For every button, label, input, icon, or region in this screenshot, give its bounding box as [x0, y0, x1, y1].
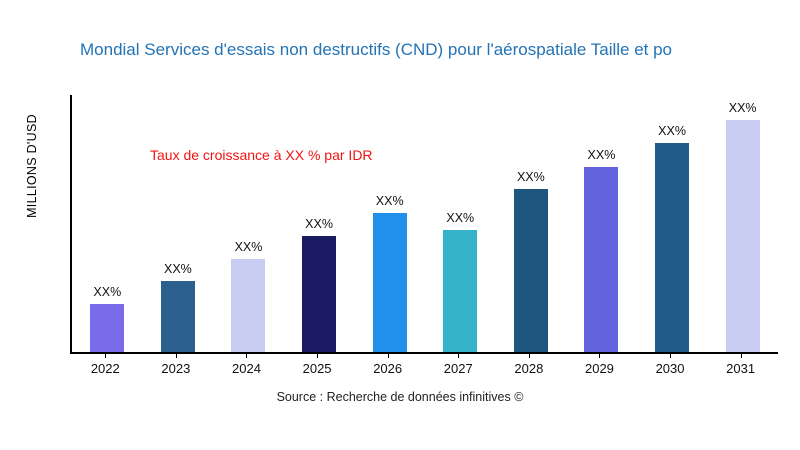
bar-2025: [302, 236, 337, 352]
x-tick-label-2031: 2031: [705, 354, 776, 376]
x-tick-label-2029: 2029: [564, 354, 635, 376]
bar-2024: [231, 259, 266, 352]
bar-value-label: XX%: [658, 124, 686, 139]
bar-slot: XX%: [72, 95, 143, 352]
bar-slot: XX%: [707, 95, 778, 352]
source-text: Source : Recherche de données infinitive…: [276, 390, 524, 404]
x-tick-text: 2023: [161, 361, 191, 376]
bar-value-label: XX%: [516, 169, 545, 184]
x-tick: [317, 354, 319, 358]
x-tick-label-2024: 2024: [211, 354, 282, 376]
bar-2031: [725, 120, 760, 352]
x-tick-text: 2025: [302, 361, 332, 376]
bar-value-label: XX%: [375, 193, 404, 208]
x-tick-text: 2030: [655, 361, 685, 376]
bar-slot: XX%: [284, 95, 355, 352]
bar-value-label: XX%: [234, 240, 263, 255]
x-tick: [670, 354, 672, 358]
bar-value-label: XX%: [728, 101, 757, 116]
bar-slot: XX%: [213, 95, 284, 352]
bar-2028: [513, 188, 548, 352]
x-tick: [458, 354, 460, 358]
x-axis-labels: 2022 2023 2024 2025 2026 2027 2028 2029 2030 2031: [70, 354, 776, 376]
x-tick: [105, 354, 107, 358]
bar-slot: XX%: [566, 95, 637, 352]
x-tick: [175, 354, 177, 358]
x-tick-text: 2029: [584, 361, 614, 376]
x-tick-text: 2027: [443, 361, 473, 376]
bar-2022: [90, 303, 125, 352]
x-tick-label-2023: 2023: [141, 354, 212, 376]
bar-value-label: XX%: [305, 217, 333, 232]
x-tick-label-2027: 2027: [423, 354, 494, 376]
x-tick-label-2022: 2022: [70, 354, 141, 376]
chart-title: Mondial Services d'essais non destructif…: [80, 40, 673, 59]
bar-2023: [160, 281, 195, 352]
x-tick: [246, 354, 248, 358]
x-tick-text: 2022: [90, 361, 120, 376]
growth-rate-annotation: Taux de croissance à XX % par IDR: [150, 147, 373, 163]
x-tick-label-2026: 2026: [352, 354, 423, 376]
bar-value-label: XX%: [163, 262, 192, 277]
x-tick-label-2030: 2030: [635, 354, 706, 376]
bar-value-label: XX%: [93, 284, 122, 299]
x-tick: [387, 354, 389, 358]
bar-2029: [584, 166, 619, 352]
bar-2026: [372, 212, 407, 352]
bar-value-label: XX%: [587, 147, 616, 162]
bar-slot: XX%: [496, 95, 567, 352]
bar-slot: XX%: [425, 95, 496, 352]
bar-slot: XX%: [354, 95, 425, 352]
x-tick-text: 2026: [373, 361, 403, 376]
bar-value-label: XX%: [446, 211, 475, 226]
x-tick: [740, 354, 742, 358]
bar-2030: [655, 143, 690, 352]
bar-2027: [443, 230, 478, 352]
plot-area: XX% XX% XX% XX% XX% XX% XX% XX% XX% XX%: [70, 95, 778, 354]
x-tick-text: 2028: [514, 361, 544, 376]
bar-slot: XX%: [143, 95, 214, 352]
x-tick-text: 2031: [726, 361, 756, 376]
y-axis-label: MILLIONS D'USD: [25, 114, 39, 218]
x-tick-label-2025: 2025: [282, 354, 353, 376]
x-tick: [599, 354, 601, 358]
x-tick-label-2028: 2028: [494, 354, 565, 376]
x-tick-text: 2024: [232, 361, 261, 376]
bar-slot: XX%: [637, 95, 708, 352]
x-tick: [528, 354, 530, 358]
